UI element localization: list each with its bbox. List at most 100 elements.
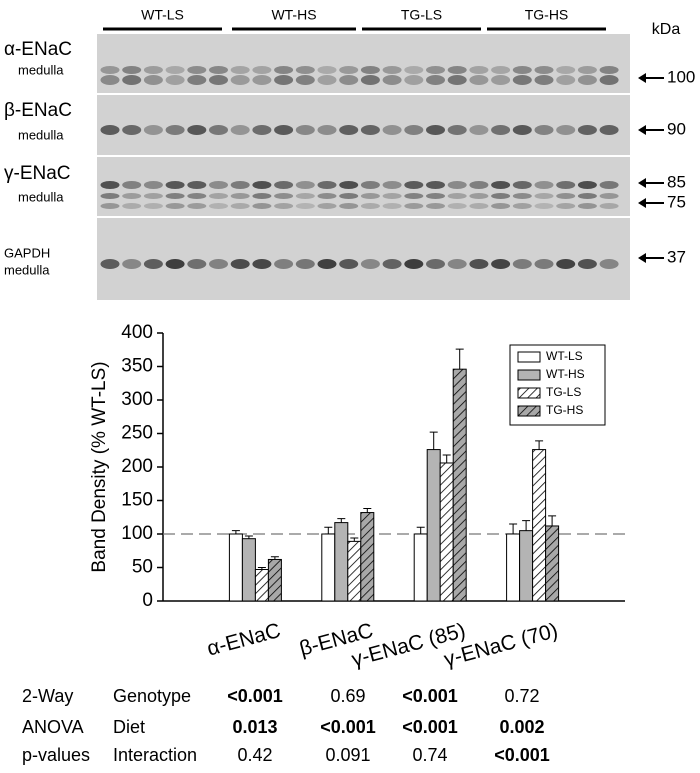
blot-band [447,181,467,189]
y-axis-label: Band Density (% WT-LS) [89,361,110,572]
x-tick-label: α-ENaC [205,619,284,661]
marker-arrowhead [638,253,646,263]
bar [426,449,441,602]
error-bar [442,454,451,463]
blot-band [469,75,489,85]
blot-band [230,181,250,189]
blot-band [295,203,315,209]
blot-band [512,181,532,189]
blot-band [404,125,424,135]
anova-p-value: <0.001 [494,745,550,765]
blot-band [100,259,120,269]
bar [506,533,521,602]
y-tick-label: 300 [121,389,153,410]
marker-arrowhead [638,178,646,188]
blot-band [230,75,250,85]
y-tick-label: 150 [121,490,153,511]
blot-band [404,75,424,85]
blot-band [469,259,489,269]
blot-band [534,259,554,269]
error-bar [429,431,438,450]
blot-band [469,181,489,189]
panel-label: γ-ENaC [4,163,71,184]
y-tick-label: 350 [121,356,153,377]
error-bar [350,537,359,542]
blot-band [209,193,228,199]
blot-band [274,66,294,74]
unit-label: kDa [652,21,681,38]
blot-band [187,193,207,199]
blot-band [382,125,402,135]
blot-band [426,181,445,189]
blot-band [534,181,554,189]
blot-band [274,193,294,199]
blot-band [122,259,142,269]
y-tick-label: 400 [121,322,153,343]
blot-band [143,66,163,74]
group-label: TG-LS [401,7,442,23]
legend-swatch [517,405,541,417]
blot-band [209,203,228,209]
blot-band [295,66,315,74]
blot-band [556,66,576,74]
blot-band [491,203,511,209]
blot-band [577,193,597,199]
panel-label: β-ENaC [4,100,72,121]
blot-band [209,75,228,85]
anova-factor: Interaction [113,745,197,765]
blot-band [512,259,532,269]
blot-band [339,75,359,85]
y-tick-label: 250 [121,423,153,444]
blot-band [360,75,380,85]
blot-band [534,203,554,209]
error-bar [535,440,544,450]
blot-band [295,125,315,135]
legend-label: TG-HS [546,403,583,417]
blot-band [360,193,380,199]
blot-band [230,193,250,199]
blot-band [143,75,163,85]
blot-band [317,181,337,189]
blot-band [404,66,424,74]
blot-band [426,66,445,74]
blot-band [556,193,576,199]
blot-band [317,259,337,269]
anova-title: ANOVA [22,717,84,737]
legend-swatch [517,369,541,381]
blot-band [252,66,272,74]
blot-band [382,193,402,199]
blot-band [360,203,380,209]
y-tick-label: 200 [121,456,153,477]
blot-band [556,75,576,85]
error-bar [416,526,425,534]
blot-band [360,181,380,189]
blot-band [295,75,315,85]
error-bar [548,515,557,526]
blot-band [339,125,359,135]
blot-band [339,193,359,199]
blot-band [599,75,619,85]
blot-band [512,125,532,135]
blot-band [209,259,228,269]
blot-band [187,66,207,74]
blot-band [187,181,207,189]
blot-band [339,66,359,74]
blot-band [187,203,207,209]
blot-band [491,66,511,74]
marker-label: 100 [667,67,695,86]
blot-band [556,181,576,189]
marker-label: 85 [667,172,686,191]
blot-band [274,203,294,209]
marker-label: 75 [667,192,686,211]
blot-band [426,259,445,269]
blot-band [556,125,576,135]
blot-band [469,66,489,74]
y-tick-label: 50 [132,557,153,578]
blot-band [252,193,272,199]
blot-band [556,259,576,269]
blot-band [426,203,445,209]
blot-band [599,193,619,199]
blot-band [426,75,445,85]
blot-band [143,259,163,269]
